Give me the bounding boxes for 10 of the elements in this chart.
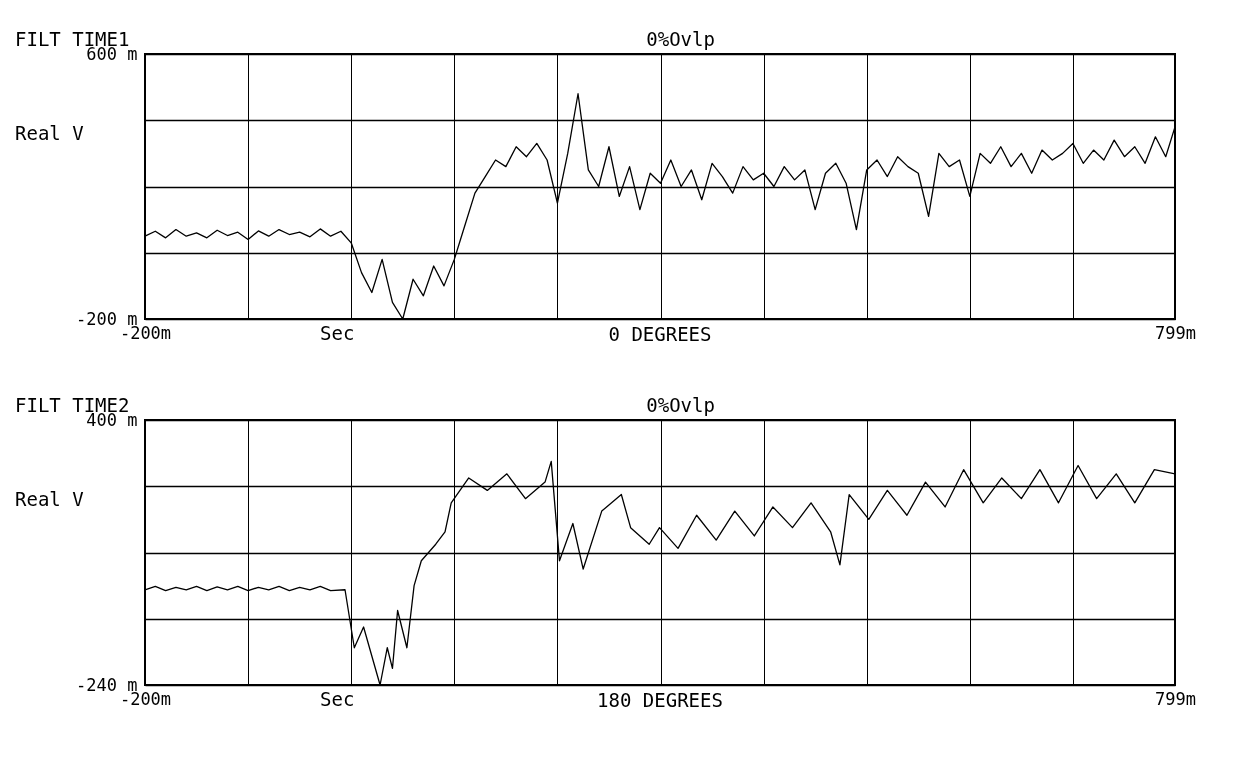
x-axis-title: Sec [320, 688, 355, 710]
x-tick-label: 799m [1155, 688, 1196, 709]
text: 180 DEGREES [597, 689, 723, 711]
y-axis-title: Real V [15, 121, 84, 144]
x-tick-label: 799m [1155, 322, 1196, 343]
y-axis-title: Real V [15, 487, 84, 510]
text: 0 DEGREES [608, 323, 712, 345]
chart-subtitle: 0%Ovlp [646, 394, 715, 416]
chart-subtitle: 0%Ovlp [646, 28, 715, 50]
x-axis-title: Sec [320, 322, 355, 344]
